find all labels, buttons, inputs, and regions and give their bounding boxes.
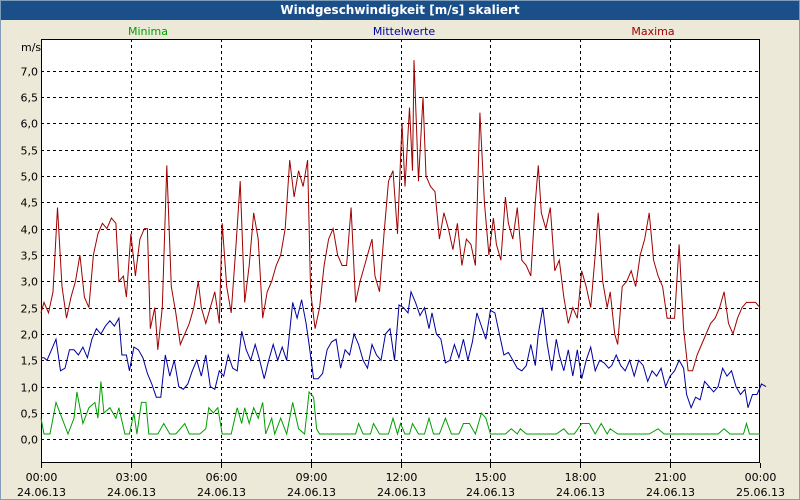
y-tick-label: 3,0 (21, 276, 39, 289)
x-tick-date: 25.06.13 (736, 486, 785, 499)
x-tick-date: 24.06.13 (287, 486, 336, 499)
x-tick-date: 24.06.13 (17, 486, 66, 499)
y-tick-label: 4,5 (21, 197, 39, 210)
x-tick-date: 24.06.13 (646, 486, 695, 499)
series-line-minima (40, 381, 760, 436)
y-tick-label: 0,0 (21, 434, 39, 447)
x-tick-time: 15:00 (475, 471, 507, 484)
y-tick-label: 2,5 (21, 303, 39, 316)
x-tick-time: 09:00 (296, 471, 328, 484)
y-tick-label: 4,0 (21, 224, 39, 237)
series-line-mittelwerte (41, 289, 767, 410)
x-tick-time: 12:00 (386, 471, 418, 484)
x-tick-date: 24.06.13 (377, 486, 426, 499)
y-tick-label: 5,0 (21, 171, 39, 184)
x-tick-date: 24.06.13 (556, 486, 605, 499)
y-tick-label: 2,0 (21, 329, 39, 342)
legend-minima: Minima (128, 25, 168, 38)
y-tick-label: 6,0 (21, 118, 39, 131)
x-tick-date: 24.06.13 (107, 486, 156, 499)
x-tick-time: 06:00 (206, 471, 238, 484)
y-tick-label: 3,5 (21, 250, 39, 263)
y-axis-label: m/s (21, 41, 41, 54)
plot-border (41, 39, 760, 463)
x-tick-date: 24.06.13 (197, 486, 246, 499)
legend-maxima: Maxima (631, 25, 674, 38)
legend-mittelwerte: Mittelwerte (373, 25, 436, 38)
chart-title: Windgeschwindigkeit [m/s] skaliert (1, 1, 799, 20)
y-tick-label: 1,0 (21, 382, 39, 395)
y-tick-label: 6,5 (21, 92, 39, 105)
y-tick-label: 1,5 (21, 355, 39, 368)
x-tick-time: 00:00 (26, 471, 58, 484)
x-tick-time: 21:00 (655, 471, 687, 484)
x-tick-date: 24.06.13 (466, 486, 515, 499)
x-tick-time: 03:00 (116, 471, 148, 484)
x-tick-time: 00:00 (745, 471, 777, 484)
x-tick-time: 18:00 (565, 471, 597, 484)
series-line-maxima (40, 60, 761, 372)
y-tick-label: 0,5 (21, 408, 39, 421)
y-tick-label: 5,5 (21, 145, 39, 158)
plot-background (41, 39, 760, 463)
y-tick-label: 7,0 (21, 66, 39, 79)
